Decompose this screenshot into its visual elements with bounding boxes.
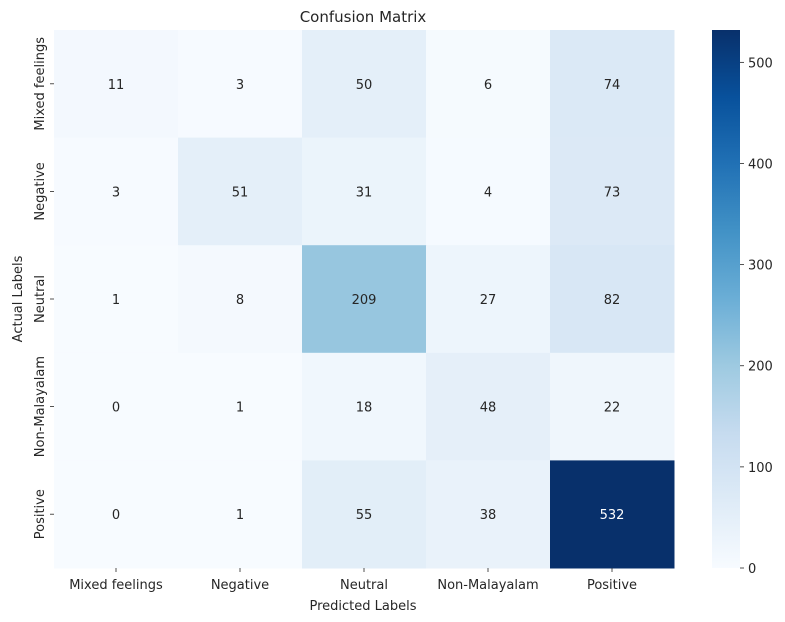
heatmap-cell [426, 137, 551, 246]
colorbar-tick-label: 100 [748, 461, 773, 476]
x-tick-label: Mixed feelings [69, 578, 163, 593]
heatmap-cell [178, 245, 303, 354]
colorbar-tick-label: 0 [748, 562, 756, 577]
heatmap-cell [302, 30, 427, 139]
x-tick-label: Negative [211, 578, 269, 593]
cell-value-label: 1 [236, 401, 244, 416]
heatmap-cell [302, 137, 427, 246]
cell-value-label: 3 [112, 185, 120, 200]
heatmap-cell [302, 460, 427, 569]
heatmap-cell [550, 137, 675, 246]
cell-value-label: 3 [236, 78, 244, 93]
heatmap-cell [178, 137, 303, 246]
y-tick-labels: Mixed feelings Negative Neutral Non-Malayal… [33, 37, 54, 539]
heatmap-cells: 11 3 50 6 743 51 31 4 731 8 209 27 820 1 18 48 220 1 55 38 5… [54, 30, 675, 569]
heatmap-cell [550, 352, 675, 461]
cell-value-label: 73 [604, 185, 621, 200]
cell-value-label: 74 [604, 78, 621, 93]
cell-value-label: 22 [604, 401, 621, 416]
heatmap-cell [178, 352, 303, 461]
heatmap-cell [426, 30, 551, 139]
cell-value-label: 55 [356, 508, 373, 523]
heatmap-cell [426, 245, 551, 354]
cell-value-label: 48 [480, 401, 497, 416]
x-axis-label: Predicted Labels [309, 599, 416, 614]
x-tick-label: Neutral [340, 578, 388, 593]
x-tick-labels: Mixed feelings Negative Neutral Non-Malayal… [69, 568, 637, 593]
cell-value-label: 50 [356, 78, 373, 93]
cell-value-label: 4 [484, 185, 492, 200]
cell-value-label: 1 [112, 293, 120, 308]
x-tick-label: Positive [587, 578, 637, 593]
cell-value-label: 82 [604, 293, 621, 308]
colorbar [712, 30, 740, 568]
y-tick-label: Non-Malayalam [33, 356, 48, 457]
cell-value-label: 11 [108, 78, 125, 93]
cell-value-label: 38 [480, 508, 497, 523]
cell-value-label: 0 [112, 508, 120, 523]
cell-value-label: 532 [600, 508, 625, 523]
chart-title: Confusion Matrix [300, 8, 427, 26]
x-tick-label: Non-Malayalam [437, 578, 538, 593]
cell-value-label: 18 [356, 401, 373, 416]
y-tick-label: Mixed feelings [33, 37, 48, 131]
heatmap-cell [302, 352, 427, 461]
cell-value-label: 0 [112, 401, 120, 416]
heatmap-cell [426, 352, 551, 461]
cell-value-label: 6 [484, 78, 492, 93]
heatmap-cell [426, 460, 551, 569]
heatmap-cell [302, 245, 427, 354]
y-tick-label: Neutral [33, 275, 48, 323]
y-axis-label: Actual Labels [11, 255, 26, 342]
cell-value-label: 51 [232, 185, 249, 200]
cell-value-label: 1 [236, 508, 244, 523]
heatmap-cell [178, 460, 303, 569]
heatmap-cell [54, 30, 179, 139]
colorbar-tick-label: 200 [748, 360, 773, 375]
y-tick-label: Negative [33, 162, 48, 220]
colorbar-tick-label: 300 [748, 259, 773, 274]
colorbar-tick-label: 500 [748, 56, 773, 71]
colorbar-tick-label: 400 [748, 157, 773, 172]
cell-value-label: 27 [480, 293, 497, 308]
y-tick-label: Positive [33, 489, 48, 539]
heatmap-cell [54, 352, 179, 461]
heatmap-cell [54, 245, 179, 354]
colorbar-ticks: 0 100 200 300 400 500 [740, 56, 773, 577]
heatmap-cell [550, 30, 675, 139]
heatmap-cell [54, 460, 179, 569]
cell-value-label: 209 [352, 293, 377, 308]
heatmap-cell [550, 460, 675, 569]
cell-value-label: 31 [356, 185, 373, 200]
heatmap-cell [178, 30, 303, 139]
heatmap-cell [54, 137, 179, 246]
heatmap-cell [550, 245, 675, 354]
cell-value-label: 8 [236, 293, 244, 308]
